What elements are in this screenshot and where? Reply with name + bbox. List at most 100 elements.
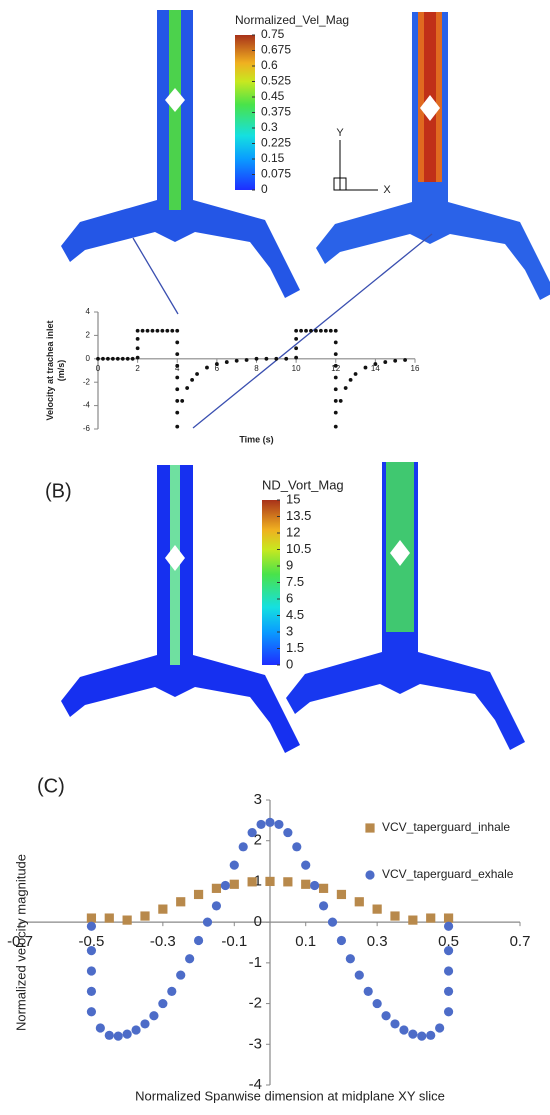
x-tick-label: 2: [135, 364, 140, 373]
colorbar-tick-label: 15: [286, 491, 300, 506]
point: [170, 328, 175, 333]
point: [150, 328, 155, 333]
point: [202, 917, 213, 927]
point: [353, 372, 358, 376]
point: [115, 356, 120, 361]
point: [333, 399, 338, 403]
point: [110, 356, 115, 361]
colorbar-tick-label: 0.225: [261, 136, 291, 150]
x-tick-label: 0.1: [295, 933, 316, 950]
colorbar-tick-label: 0.75: [261, 27, 285, 41]
point: [229, 860, 239, 870]
point: [86, 913, 97, 923]
x-tick-label: 16: [411, 364, 420, 373]
point: [336, 889, 347, 900]
x-tick-label: 4: [175, 364, 180, 373]
point: [175, 387, 180, 392]
colorbar-tick-label: 0.675: [261, 43, 291, 57]
x-tick-label: -0.7: [7, 933, 33, 950]
point: [426, 913, 436, 923]
point: [238, 842, 248, 852]
colorbar-tick-label: 0.375: [261, 105, 291, 119]
y-axis-label: Normalized velocity magnitude: [13, 854, 28, 1031]
point: [333, 387, 338, 392]
point: [135, 337, 140, 341]
point: [175, 399, 180, 403]
point: [310, 880, 320, 891]
point: [373, 362, 378, 366]
point: [403, 358, 407, 362]
point: [131, 1025, 141, 1035]
point: [426, 1030, 436, 1040]
point: [211, 883, 222, 893]
point: [247, 827, 257, 838]
point: [301, 860, 311, 870]
point: [247, 877, 257, 887]
point: [101, 356, 105, 361]
y-tick-label: -4: [83, 401, 91, 410]
point: [158, 998, 168, 1009]
point: [175, 424, 180, 429]
point: [175, 410, 180, 415]
point: [304, 328, 308, 333]
point: [140, 328, 145, 333]
point: [327, 917, 338, 927]
point: [318, 328, 323, 333]
point: [180, 399, 185, 403]
colorbar-title: ND_Vort_Mag: [262, 477, 344, 492]
connector: [132, 237, 179, 315]
colorbar-tick-label: 6: [286, 590, 293, 605]
point: [155, 328, 160, 333]
point: [96, 356, 100, 361]
point: [113, 1031, 123, 1041]
y-tick-label: -1: [249, 954, 262, 971]
point: [443, 966, 454, 976]
point: [328, 328, 333, 333]
point: [408, 915, 418, 925]
point: [175, 352, 180, 357]
cfd-velocity-inhale: [61, 10, 300, 298]
x-tick-label: 8: [254, 364, 259, 373]
y-tick-label: -2: [83, 377, 91, 386]
point: [390, 1019, 400, 1029]
point: [301, 879, 311, 889]
point: [354, 970, 364, 980]
point: [283, 877, 293, 887]
point: [390, 911, 400, 921]
point: [185, 954, 195, 964]
cfd-vorticity-exhale: [286, 462, 525, 750]
point: [294, 355, 299, 360]
panel-label: (C): [37, 775, 65, 797]
point: [314, 328, 318, 333]
x-tick-label: 6: [215, 364, 220, 373]
x-tick-label: -0.5: [78, 933, 104, 950]
point: [343, 386, 348, 390]
point: [292, 842, 302, 852]
point: [140, 911, 150, 921]
point: [86, 1007, 97, 1017]
point: [165, 328, 170, 333]
point: [86, 966, 97, 976]
point: [348, 377, 353, 382]
x-tick-label: 14: [371, 364, 380, 373]
point: [294, 346, 299, 351]
point: [443, 913, 454, 923]
colorbar-tick-label: 7.5: [286, 574, 304, 589]
y-tick-label: -6: [83, 424, 91, 433]
x-tick-label: 12: [331, 364, 340, 373]
colorbar-tick-label: 0.6: [261, 58, 278, 72]
point: [214, 362, 219, 366]
point: [333, 328, 338, 333]
point: [145, 328, 150, 333]
point: [443, 986, 454, 996]
point: [244, 358, 249, 362]
colorbar-tick-label: 4.5: [286, 607, 304, 622]
colorbar-title: Normalized_Vel_Mag: [235, 13, 349, 27]
point: [256, 819, 266, 830]
point: [336, 935, 347, 946]
point: [220, 880, 230, 891]
x-tick-label: -0.1: [221, 933, 247, 950]
y-tick-label: -4: [249, 1076, 262, 1093]
point: [393, 358, 398, 363]
